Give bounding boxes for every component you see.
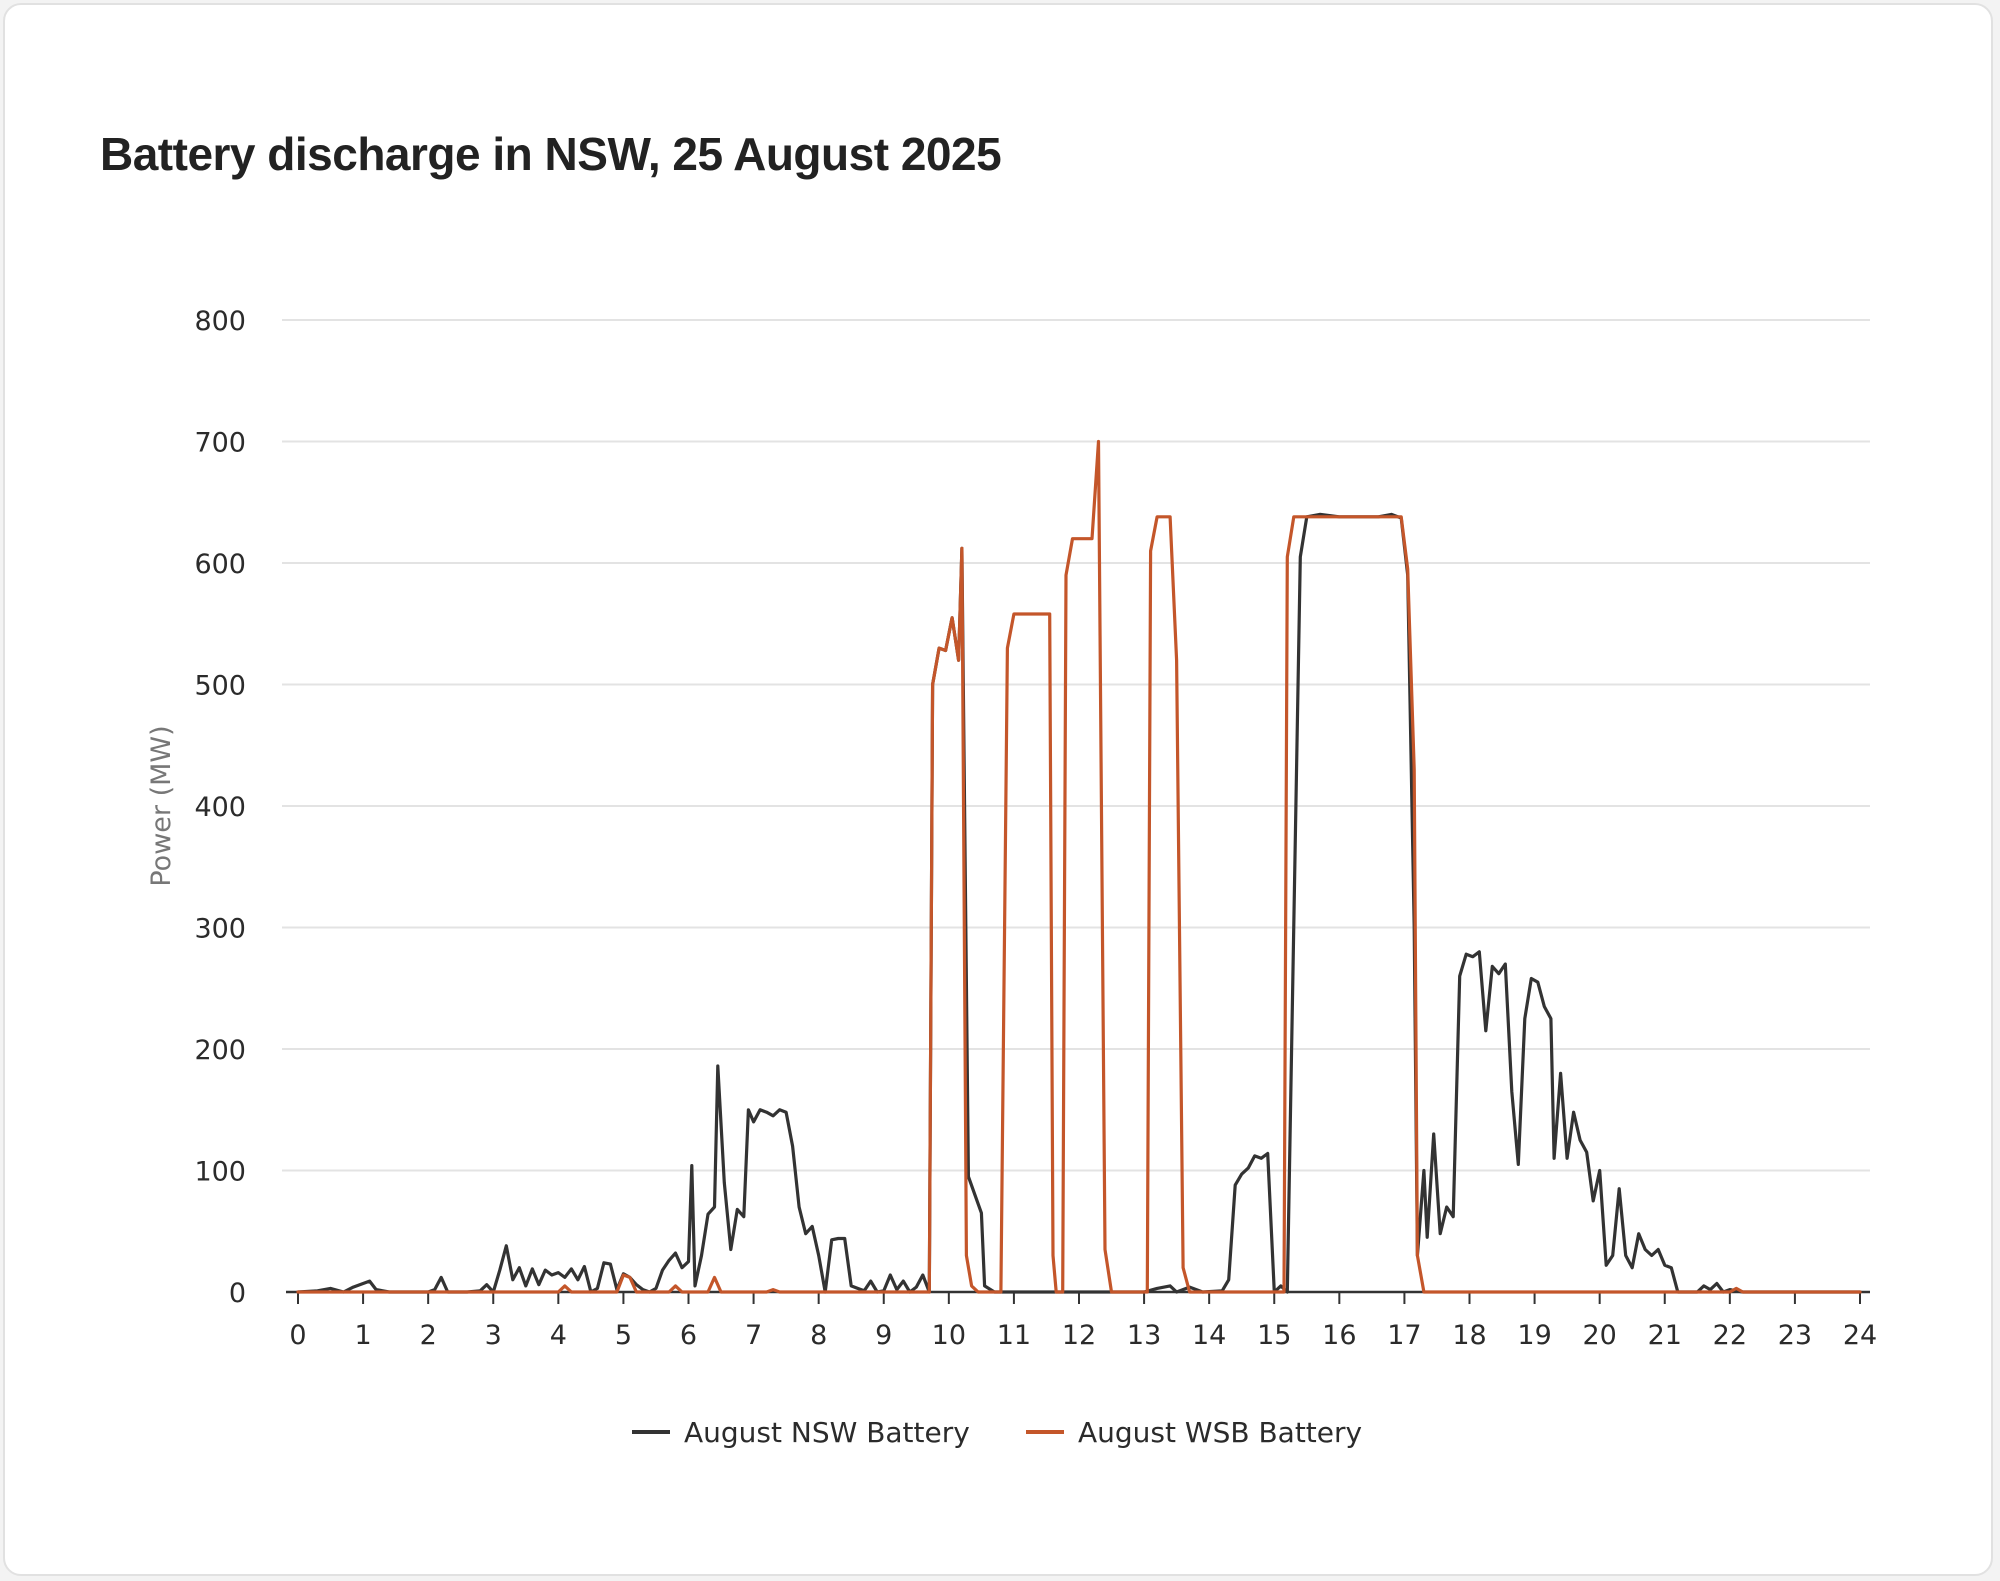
x-tick-label: 2 xyxy=(420,1320,437,1351)
legend: August NSW Battery August WSB Battery xyxy=(632,1416,1362,1449)
x-tick-label: 6 xyxy=(680,1320,697,1351)
x-tick-label: 3 xyxy=(485,1320,502,1351)
x-tick-label: 10 xyxy=(932,1320,966,1351)
y-tick-label: 400 xyxy=(194,792,246,823)
y-axis-ticks: 0 100 200 300 400 500 600 700 800 xyxy=(194,306,246,1309)
x-tick-label: 14 xyxy=(1192,1320,1226,1351)
gridlines xyxy=(282,319,1870,1172)
x-axis: 0 1 2 3 4 5 6 7 8 9 10 11 12 13 14 15 16 17 18 19 20 21 22 23 24 xyxy=(286,1290,1877,1351)
chart-card: Battery discharge in NSW, 25 August 2025 xyxy=(3,3,1993,1576)
x-tick-label: 4 xyxy=(550,1320,567,1351)
x-tick-label: 15 xyxy=(1257,1320,1291,1351)
y-tick-label: 200 xyxy=(194,1035,246,1066)
legend-label: August WSB Battery xyxy=(1078,1416,1362,1449)
x-tick-label: 22 xyxy=(1713,1320,1747,1351)
legend-item: August NSW Battery xyxy=(632,1416,970,1449)
x-tick-label: 1 xyxy=(354,1320,371,1351)
y-tick-label: 100 xyxy=(194,1157,246,1188)
x-tick-label: 11 xyxy=(997,1320,1031,1351)
y-tick-label: 300 xyxy=(194,914,246,945)
y-axis-title: Power (MW) xyxy=(146,725,177,886)
legend-item: August WSB Battery xyxy=(1026,1416,1362,1449)
x-tick-label: 17 xyxy=(1387,1320,1421,1351)
series-line-wsb-battery xyxy=(296,439,1862,1294)
x-tick-label: 13 xyxy=(1127,1320,1161,1351)
series-line-nsw-battery xyxy=(296,512,1862,1294)
x-tick-label: 7 xyxy=(745,1320,762,1351)
y-tick-label: 0 xyxy=(229,1278,246,1309)
y-tick-label: 500 xyxy=(194,671,246,702)
x-tick-label: 9 xyxy=(875,1320,892,1351)
x-tick-label: 8 xyxy=(810,1320,827,1351)
x-tick-label: 16 xyxy=(1322,1320,1356,1351)
x-tick-label: 18 xyxy=(1452,1320,1486,1351)
x-tick-label: 0 xyxy=(289,1320,306,1351)
legend-label: August NSW Battery xyxy=(684,1416,970,1449)
x-tick-label: 24 xyxy=(1843,1320,1877,1351)
x-tick-label: 19 xyxy=(1517,1320,1551,1351)
y-tick-label: 700 xyxy=(194,428,246,459)
x-tick-label: 5 xyxy=(615,1320,632,1351)
x-tick-label: 23 xyxy=(1778,1320,1812,1351)
x-tick-label: 12 xyxy=(1062,1320,1096,1351)
y-tick-label: 800 xyxy=(194,306,246,337)
chart-title: Battery discharge in NSW, 25 August 2025 xyxy=(100,128,1002,180)
y-tick-label: 600 xyxy=(194,549,246,580)
x-tick-label: 21 xyxy=(1648,1320,1682,1351)
x-tick-label: 20 xyxy=(1582,1320,1616,1351)
series-lines xyxy=(296,439,1862,1294)
